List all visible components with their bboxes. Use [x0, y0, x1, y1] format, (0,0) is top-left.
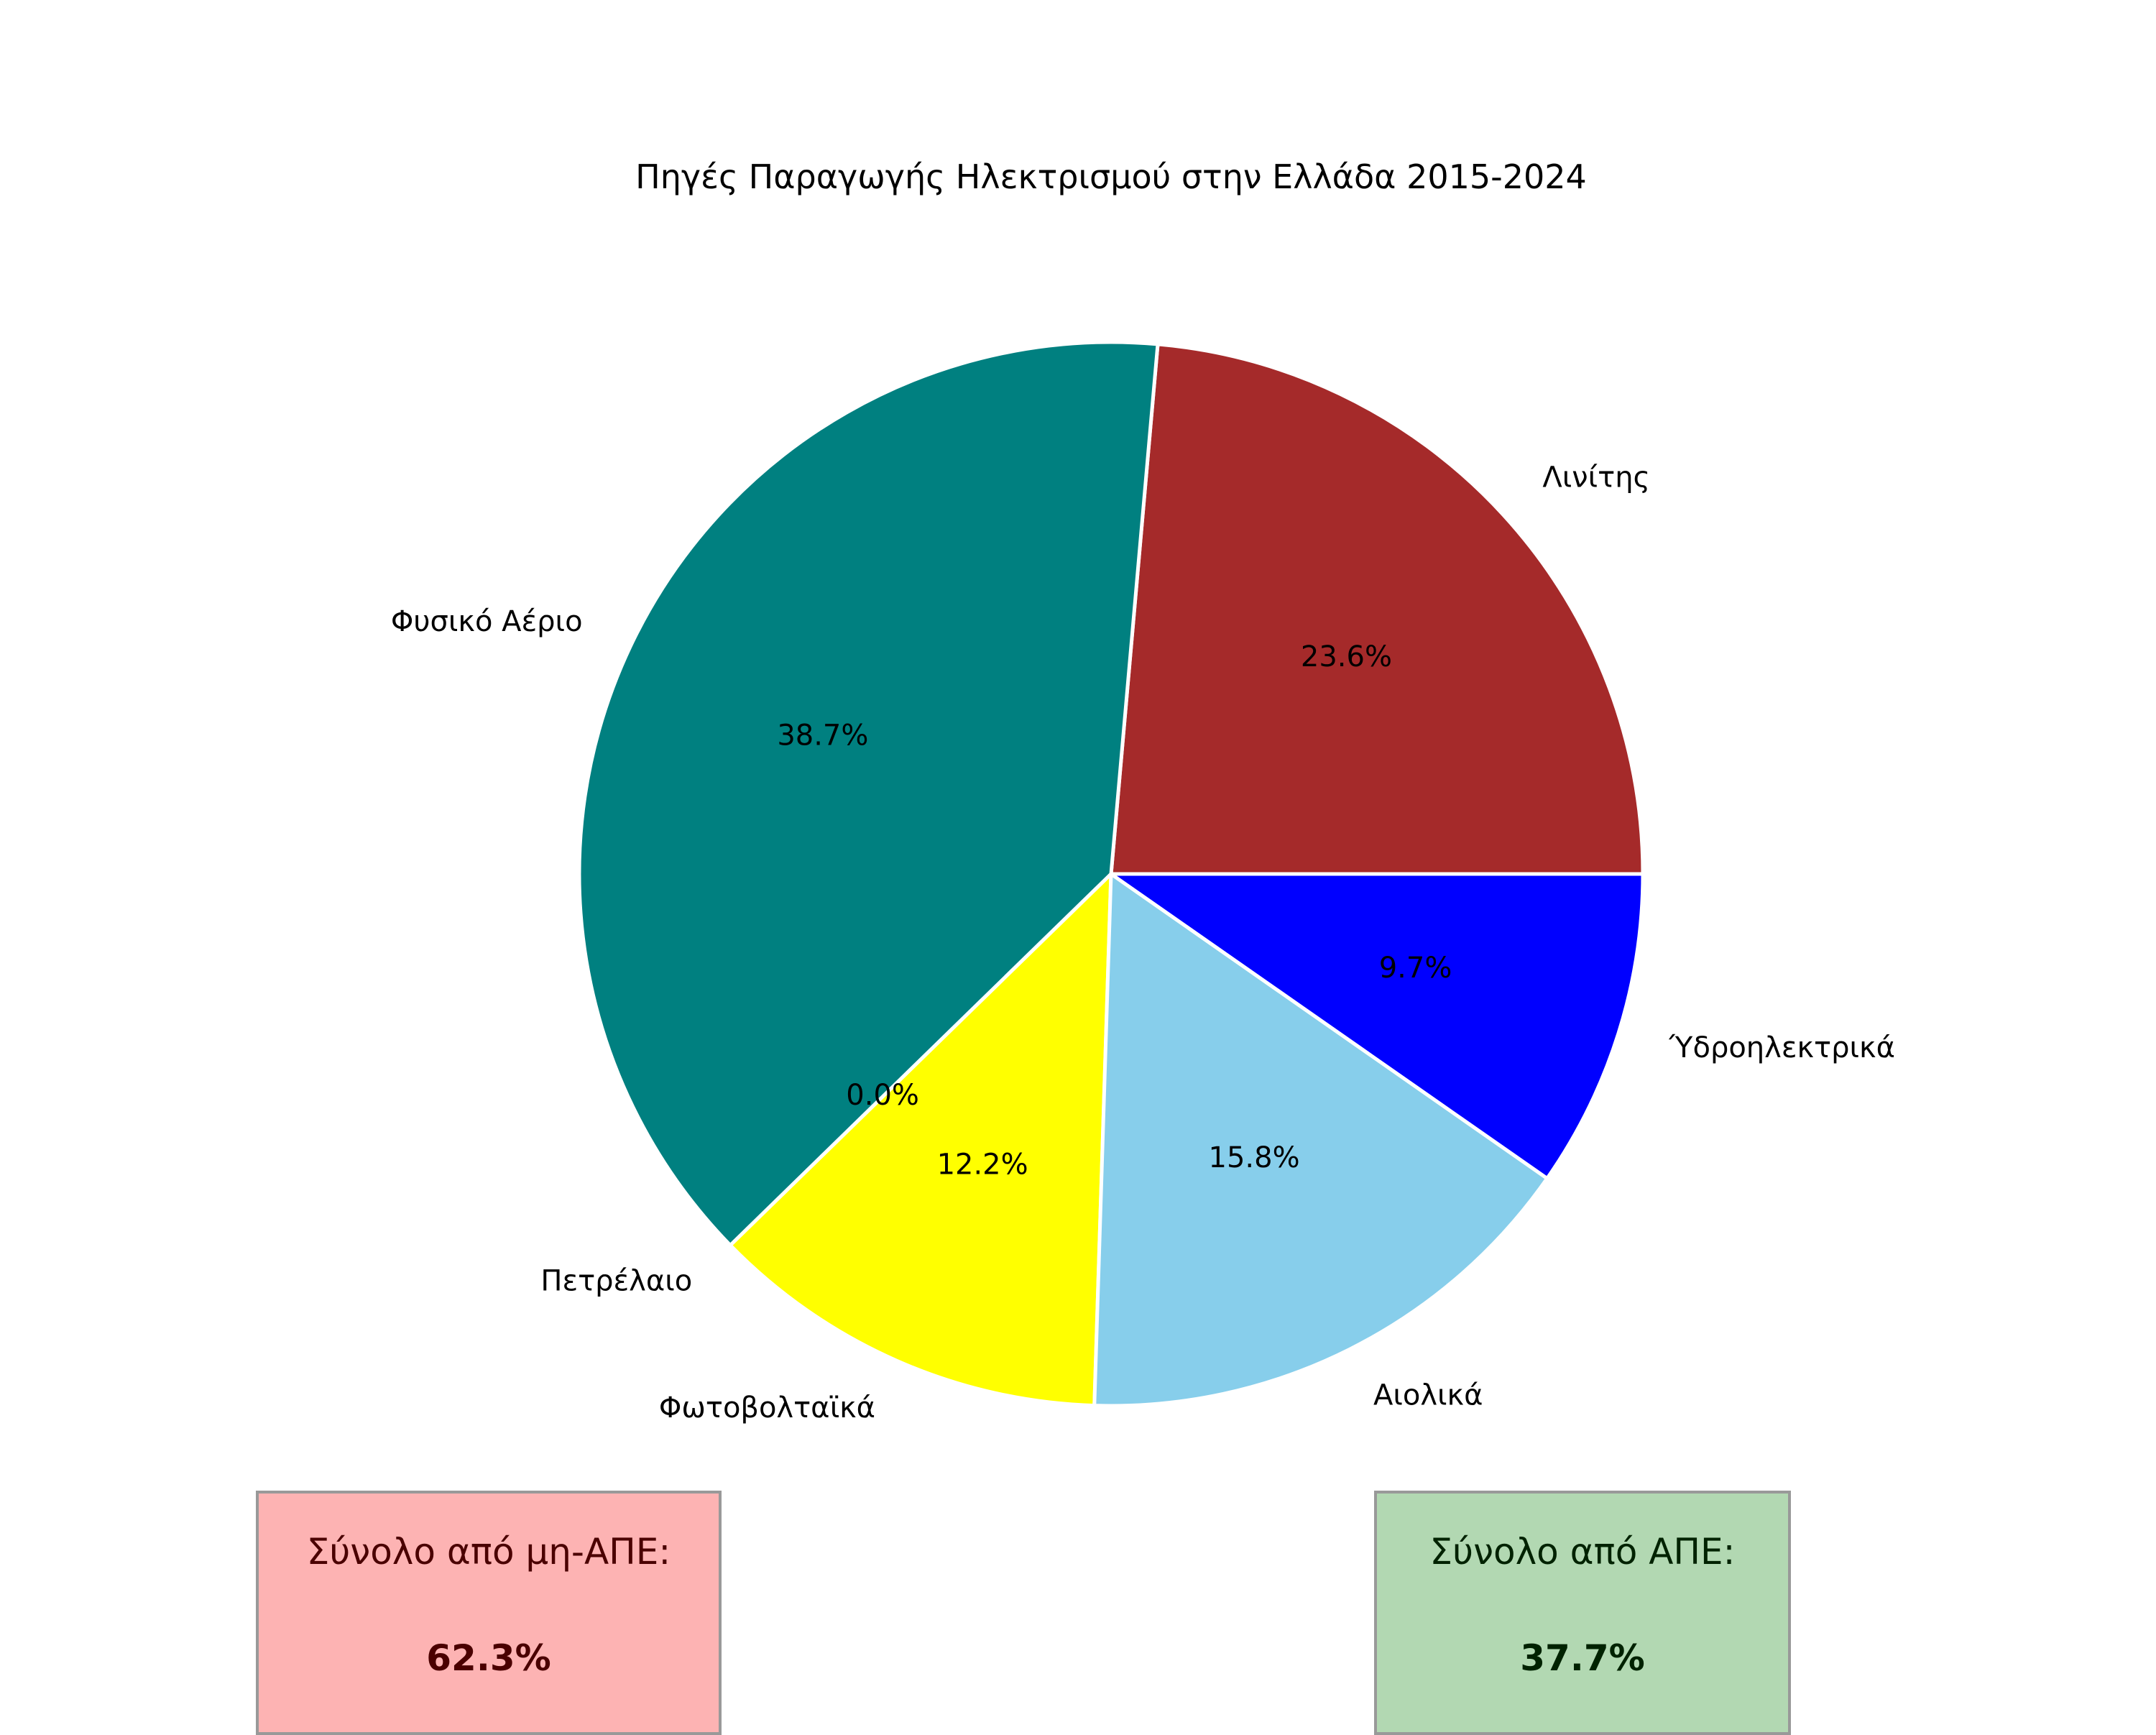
slice-1-label: Φυσικό Αέριο [391, 605, 583, 638]
non-renewable-total-label: Σύνολο από μη-ΑΠΕ: [306, 1531, 671, 1573]
slice-0-percent: 23.6% [1301, 640, 1392, 673]
slice-3-wedge [728, 872, 1113, 1408]
pie-labels: Λινίτης 23.6% Φυσικό Αέριο 38.7% Πετρέλαιο 0.… [391, 461, 1895, 1425]
slice-5-label: Ύδροηλεκτρικά [1668, 1031, 1895, 1064]
slice-2-label: Πετρέλαιο [540, 1264, 692, 1297]
slice-4-percent: 15.8% [1209, 1141, 1300, 1174]
chart-title: Πηγές Παραγωγής Ηλεκτρισμού στην Ελλάδα … [635, 157, 1587, 196]
slice-4-label: Αιολικά [1373, 1379, 1483, 1412]
slice-0-label: Λινίτης [1542, 461, 1650, 494]
slice-5-wedge [1109, 872, 1645, 1181]
slice-2-percent: 0.0% [846, 1079, 919, 1112]
slice-3-label: Φωτοβολταϊκά [659, 1391, 875, 1425]
slice-3-percent: 12.2% [937, 1148, 1028, 1181]
slice-1-wedge [577, 340, 1160, 1248]
pie-slices [577, 340, 1645, 1408]
renewable-total-label: Σύνολο από ΑΠΕ: [1429, 1531, 1736, 1573]
slice-5-percent: 9.7% [1379, 952, 1452, 985]
slice-1-percent: 38.7% [777, 719, 868, 753]
slice-4-wedge [1092, 872, 1549, 1408]
renewable-total-value: 37.7% [1520, 1637, 1645, 1679]
non-renewable-total-box: Σύνολο από μη-ΑΠΕ: 62.3% [256, 1491, 722, 1735]
renewable-total-box: Σύνολο από ΑΠΕ: 37.7% [1374, 1491, 1791, 1735]
non-renewable-total-value: 62.3% [426, 1637, 551, 1679]
slice-0-wedge [1109, 342, 1645, 876]
